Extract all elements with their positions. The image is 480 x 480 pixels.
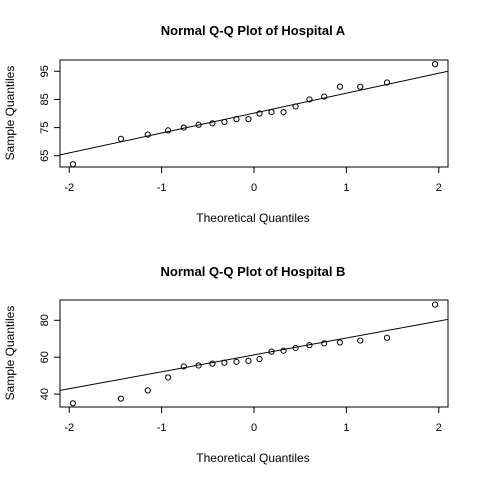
data-point <box>256 355 263 363</box>
x-tick-label: 1 <box>343 422 349 434</box>
data-point <box>144 131 151 138</box>
x-tick-label: -2 <box>64 422 74 434</box>
data-point <box>195 121 202 128</box>
x-tick-label: 1 <box>343 182 349 194</box>
y-axis-label: Sample Quantiles <box>3 66 17 161</box>
data-point <box>69 400 77 407</box>
data-point <box>164 374 172 381</box>
x-tick-label: -1 <box>157 182 167 194</box>
data-point <box>357 83 364 90</box>
x-tick-label: -2 <box>64 182 74 194</box>
chart-title: Normal Q-Q Plot of Hospital A <box>161 23 346 38</box>
panel-hospital-a: Normal Q-Q Plot of Hospital A Theoretica… <box>3 23 449 225</box>
x-axis-label: Theoretical Quantiles <box>196 451 309 465</box>
data-point <box>144 387 151 394</box>
x-axis-label: Theoretical Quantiles <box>196 211 309 225</box>
data-point <box>431 301 439 308</box>
data-point <box>268 348 275 355</box>
plot-marks: -2 -1 0 1 2 65 75 85 95 <box>39 61 448 194</box>
qq-reference-line <box>60 70 448 156</box>
y-tick-label: 65 <box>39 150 51 162</box>
chart-title: Normal Q-Q Plot of Hospital B <box>161 264 346 279</box>
data-point <box>292 344 299 352</box>
data-point <box>221 118 228 126</box>
data-point <box>233 358 240 365</box>
data-point <box>268 108 275 116</box>
data-point <box>336 339 344 346</box>
panel-hospital-b: Normal Q-Q Plot of Hospital B Theoretica… <box>3 264 449 465</box>
data-point <box>383 79 391 86</box>
data-point <box>292 103 299 110</box>
y-tick-label: 80 <box>39 314 51 326</box>
data-point <box>180 363 187 370</box>
x-tick-label: 0 <box>251 422 257 434</box>
data-point <box>321 93 328 100</box>
plot-marks: -2 -1 0 1 2 40 60 80 <box>39 301 448 434</box>
data-point <box>233 116 240 123</box>
data-point <box>280 347 287 354</box>
data-point <box>256 110 263 117</box>
data-point <box>245 116 252 123</box>
data-point <box>306 342 313 349</box>
x-tick-label: 0 <box>251 182 257 194</box>
data-point <box>209 120 216 127</box>
y-tick-label: 75 <box>39 121 51 133</box>
data-point <box>431 61 439 68</box>
data-point <box>383 334 391 341</box>
data-point <box>117 135 125 142</box>
x-tick-label: -1 <box>157 422 167 434</box>
data-point <box>306 96 313 103</box>
data-point <box>209 360 216 367</box>
data-point <box>245 357 252 364</box>
data-point <box>195 362 202 369</box>
data-point <box>117 395 125 402</box>
data-point <box>280 108 287 116</box>
y-axis-label: Sample Quantiles <box>3 306 17 401</box>
data-point <box>357 337 364 344</box>
data-point <box>69 161 77 168</box>
y-tick-label: 95 <box>39 65 51 77</box>
x-tick-label: 2 <box>436 182 442 194</box>
y-tick-label: 40 <box>39 388 51 400</box>
data-point <box>221 359 228 366</box>
data-point <box>180 124 187 131</box>
y-tick-label: 60 <box>39 351 51 363</box>
qq-reference-line <box>60 318 448 391</box>
data-point <box>336 83 344 90</box>
data-point <box>321 340 328 347</box>
x-tick-label: 2 <box>436 422 442 434</box>
data-point <box>164 127 172 134</box>
y-tick-label: 85 <box>39 93 51 105</box>
